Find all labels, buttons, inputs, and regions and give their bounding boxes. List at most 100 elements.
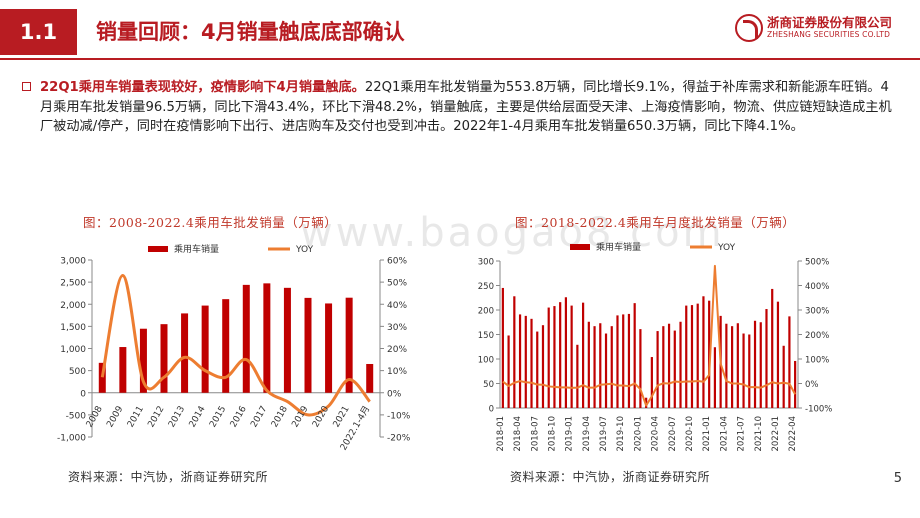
annual-sales-chart: 乘用车销量 YOY -1,000 -500 0 500 1,000 1,500 2,000 2,5… — [57, 243, 411, 452]
sales-bar — [581, 302, 585, 408]
logo-name-cn: 浙商证券股份有限公司 — [767, 15, 893, 30]
sales-bar — [685, 305, 688, 408]
sales-bar — [759, 322, 762, 408]
sales-bar — [633, 303, 636, 408]
legend-label-yoy: YOY — [295, 245, 314, 255]
right-axis-tick-label: 500% — [805, 258, 829, 268]
left-axis-tick-label: -1,000 — [57, 434, 86, 444]
x-axis-tick-label: 2015 — [208, 405, 228, 430]
section-number: 1.1 — [0, 9, 77, 55]
sales-bar — [599, 323, 602, 408]
sales-bar — [541, 325, 545, 408]
sales-bar — [536, 331, 539, 408]
sales-bar — [222, 299, 230, 393]
legend-label-yoy: YOY — [717, 243, 736, 253]
x-axis-tick-label: 2020-04 — [651, 416, 661, 452]
summary-body: 22Q1乘用车批发销量为553.8万辆，同比增长9.1%，得益于补库需求和新能源… — [40, 80, 892, 134]
left-axis-tick-label: 0 — [80, 389, 86, 399]
right-axis-tick-label: 200% — [805, 331, 829, 341]
left-axis-tick-label: 3,000 — [60, 257, 86, 267]
sales-bar — [622, 314, 625, 408]
left-axis-tick-label: 50 — [483, 380, 494, 390]
sales-bar — [366, 363, 374, 393]
right-axis-tick-label: -20% — [387, 434, 411, 444]
sales-bar — [748, 334, 751, 408]
x-axis-tick-label: 2019-07 — [599, 416, 609, 452]
x-axis-tick-label: 2019-04 — [582, 416, 592, 452]
sales-bar — [559, 302, 562, 408]
left-axis-tick-label: 500 — [69, 367, 86, 377]
x-axis-tick-label: 2014 — [188, 404, 208, 429]
sales-bar — [553, 306, 556, 408]
sales-bar — [518, 314, 522, 408]
left-axis-tick-label: 2,500 — [60, 279, 86, 289]
sales-bar — [616, 315, 619, 408]
x-axis-tick-label: 2019 — [290, 404, 310, 429]
x-axis-tick-label: 2016 — [229, 404, 249, 429]
chart2-source: 资料来源：中汽协，浙商证券研究所 — [510, 470, 711, 484]
left-axis-tick-label: 100 — [478, 356, 494, 366]
left-axis-tick-label: 200 — [478, 307, 494, 317]
x-axis-tick-label: 2021 — [332, 405, 352, 430]
sales-bar — [713, 347, 717, 408]
sales-bar — [304, 297, 312, 393]
sales-bar — [325, 303, 333, 393]
chart1-source: 资料来源：中汽协，浙商证券研究所 — [68, 470, 269, 484]
legend-swatch-sales — [148, 246, 168, 252]
sales-bar — [501, 287, 504, 408]
right-axis-tick-label: 0% — [805, 380, 819, 390]
sales-bar — [604, 333, 608, 408]
chart2-title: 图：2018-2022.4乘用车月度批发销量（万辆） — [515, 215, 796, 230]
right-axis-tick-label: 300% — [805, 307, 829, 317]
sales-bar — [98, 362, 106, 393]
sales-bar — [345, 297, 353, 393]
x-axis-tick-label: 2018-04 — [513, 416, 523, 452]
sales-bar — [513, 296, 516, 408]
header-divider — [0, 58, 920, 60]
sales-bar — [139, 328, 147, 393]
sales-bar — [742, 333, 745, 408]
right-axis-tick-label: -10% — [387, 411, 411, 421]
logo-icon — [735, 14, 763, 42]
yoy-line — [100, 273, 371, 417]
sales-bar — [242, 284, 250, 393]
sales-bar — [690, 305, 694, 408]
yoy-line — [502, 264, 797, 407]
sales-bar — [679, 321, 682, 408]
sales-bar — [771, 288, 774, 408]
right-axis-tick-label: 40% — [387, 301, 407, 311]
sales-bar — [736, 323, 739, 408]
right-axis-tick-label: 30% — [387, 323, 407, 333]
sales-bar — [627, 313, 631, 408]
logo-name-en: ZHESHANG SECURITIES CO.LTD — [767, 30, 891, 39]
sales-bar — [753, 320, 757, 408]
left-axis-tick-label: 250 — [478, 282, 494, 292]
sales-bar — [662, 326, 665, 408]
sales-bar — [524, 315, 527, 408]
sales-bar — [576, 344, 579, 408]
right-axis-tick-label: 60% — [387, 257, 407, 267]
sales-bar — [570, 305, 573, 408]
sales-bar — [673, 330, 676, 408]
summary-lead: 22Q1乘用车销量表现较好，疫情影响下4月销量触底。 — [40, 80, 365, 95]
left-axis-tick-label: 150 — [478, 331, 494, 341]
sales-bar — [507, 335, 510, 408]
sales-bar — [696, 303, 699, 408]
x-axis-tick-label: 2018 — [270, 404, 290, 429]
sales-bar — [564, 297, 568, 408]
sales-bar — [639, 329, 642, 408]
left-axis-tick-label: 300 — [478, 258, 494, 268]
sales-bar — [530, 318, 533, 408]
sales-bar — [650, 357, 653, 408]
sales-bar — [730, 326, 734, 408]
right-axis-tick-label: 0% — [387, 389, 402, 399]
left-axis-tick-label: -500 — [66, 411, 87, 421]
right-axis-tick-label: 10% — [387, 367, 407, 377]
x-axis-tick-label: 2019-10 — [616, 416, 626, 452]
x-axis-tick-label: 2022-01 — [771, 416, 781, 452]
summary-paragraph: 22Q1乘用车销量表现较好，疫情影响下4月销量触底。22Q1乘用车批发销量为55… — [22, 78, 902, 137]
right-axis-tick-label: 100% — [805, 356, 829, 366]
x-axis-tick-label: 2020-07 — [668, 416, 678, 452]
sales-bar — [656, 331, 659, 408]
sales-bar — [547, 307, 550, 408]
